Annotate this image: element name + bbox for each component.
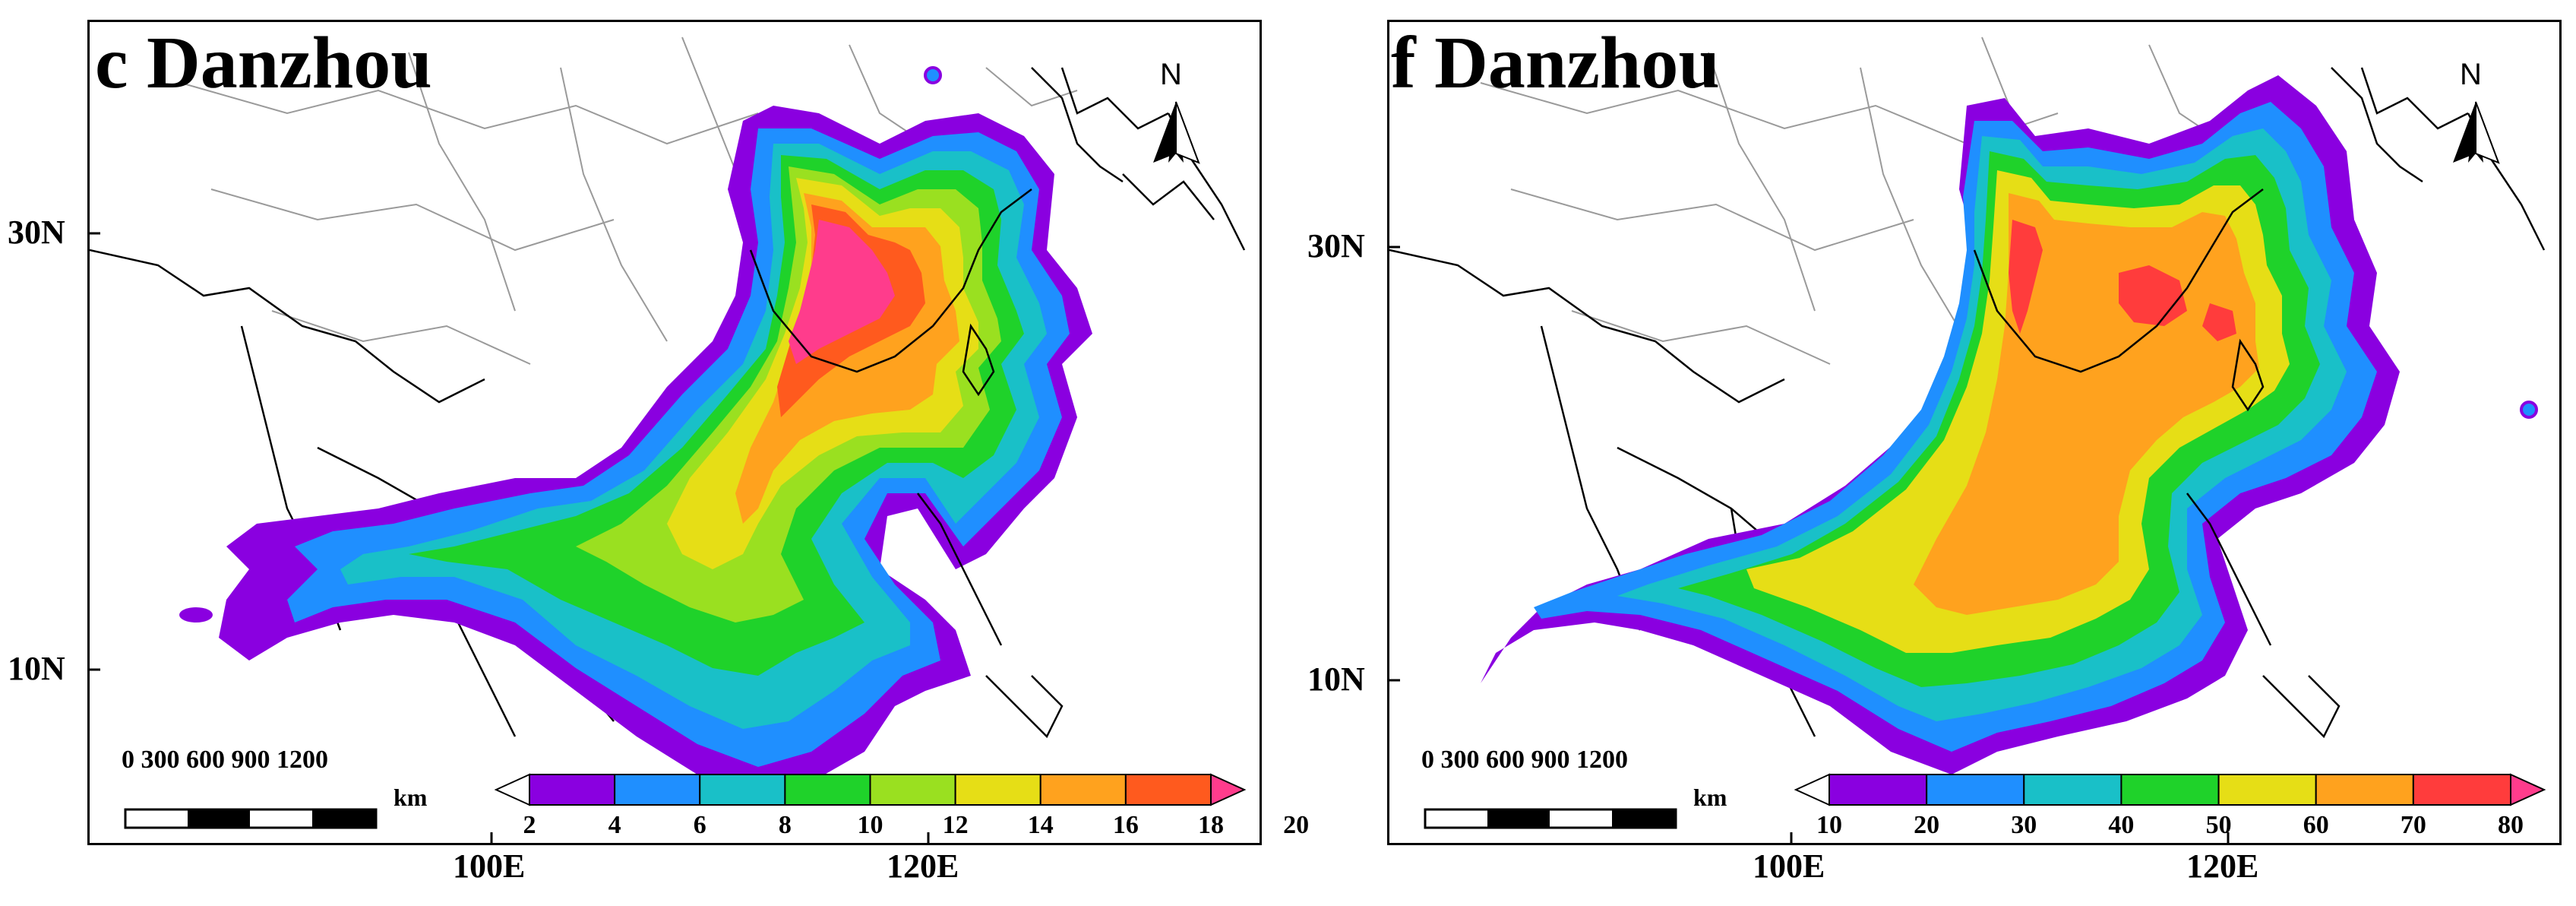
- footprint-map: [1389, 36, 2546, 843]
- north-letter: N: [1160, 58, 1182, 91]
- graticule-ticks: [1389, 246, 2230, 843]
- colorbar-tick-label: 12: [942, 811, 969, 839]
- colorbar-box: [784, 774, 871, 806]
- scale-bar: [124, 808, 378, 829]
- north-arrow-icon: [1153, 101, 1200, 164]
- north-arrow-icon: [2453, 101, 2500, 164]
- isolated-point: [924, 66, 942, 84]
- colorbar-high-triangle: [1210, 773, 1247, 806]
- lat-label-10n: 10N: [8, 650, 65, 687]
- map-panel-f: f Danzhou N 30N 10N 100E 120E 0 300 600 …: [1288, 0, 2576, 906]
- colorbar-tick-label: 6: [693, 811, 706, 839]
- colorbar-tick-label: 4: [608, 811, 621, 839]
- colorbar-box: [2023, 774, 2122, 806]
- colorbar-box: [699, 774, 786, 806]
- panel-title: c Danzhou: [95, 22, 432, 104]
- lat-label-10n: 10N: [1307, 660, 1365, 698]
- colorbar-tick-label: 30: [2011, 811, 2037, 839]
- colorbar-tick-label: 10: [857, 811, 883, 839]
- lat-label-30n: 30N: [8, 214, 65, 251]
- lat-label-30n: 30N: [1307, 227, 1365, 265]
- colorbar-box: [1828, 774, 1928, 806]
- colorbar-box: [614, 774, 701, 806]
- colorbar-tick-label: 10: [1816, 811, 1842, 839]
- north-letter: N: [2460, 58, 2482, 91]
- panel-title: f Danzhou: [1391, 22, 1720, 104]
- colorbar-box: [2315, 774, 2414, 806]
- colorbar-tick-label: 18: [1198, 811, 1224, 839]
- colorbar-box: [1039, 774, 1127, 806]
- lon-label-120e: 120E: [2186, 847, 2259, 885]
- colorbar-tick-label: 20: [1283, 811, 1310, 839]
- lon-label-120e: 120E: [887, 847, 959, 885]
- map-frame: [87, 20, 1262, 845]
- colorbar-box: [1926, 774, 2025, 806]
- scale-bar-numbers: 0 300 600 900 1200: [1421, 746, 1628, 774]
- lon-label-100e: 100E: [1753, 847, 1825, 885]
- isolated-blob: [179, 607, 213, 622]
- colorbar-tick-label: 8: [778, 811, 792, 839]
- colorbar-tick-label: 50: [2205, 811, 2232, 839]
- colorbar-tick-label: 80: [2498, 811, 2524, 839]
- colorbar-box: [2412, 774, 2512, 806]
- map-frame: [1387, 20, 2562, 845]
- colorbar-high-triangle: [2510, 773, 2546, 806]
- scale-bar-unit: km: [394, 784, 428, 811]
- isolated-point-east: [2520, 401, 2538, 419]
- graticule-ticks: [90, 232, 930, 843]
- colorbar-tick-label: 20: [1914, 811, 1940, 839]
- colorbar-box: [869, 774, 956, 806]
- contour-70-80: [2009, 220, 2236, 341]
- province-boundaries: [180, 36, 1078, 365]
- colorbar-box: [529, 774, 616, 806]
- lon-label-100e: 100E: [453, 847, 526, 885]
- colorbar-low-triangle: [1794, 773, 1830, 806]
- colorbar-box: [2217, 774, 2317, 806]
- scale-bar: [1424, 808, 1677, 829]
- colorbar-tick-label: 16: [1112, 811, 1139, 839]
- colorbar-tick-label: 70: [2400, 811, 2426, 839]
- colorbar-tick-label: 40: [2108, 811, 2135, 839]
- colorbar-low-triangle: [494, 773, 530, 806]
- contour-18-20: [789, 220, 895, 364]
- scale-bar-unit: km: [1693, 784, 1727, 811]
- colorbar-box: [954, 774, 1041, 806]
- scale-bar-numbers: 0 300 600 900 1200: [122, 746, 328, 774]
- concentration-contours: [1481, 75, 2538, 775]
- colorbar-tick-label: 14: [1027, 811, 1054, 839]
- map-panel-c: c Danzhou N 30N 10N 100E 120E 0 300 600 …: [8, 20, 1309, 885]
- colorbar-tick-label: 60: [2303, 811, 2329, 839]
- colorbar: [494, 773, 1247, 806]
- colorbar-box: [1124, 774, 1212, 806]
- colorbar: [1794, 773, 2546, 806]
- colorbar-box: [2120, 774, 2220, 806]
- concentration-contours: [179, 66, 1092, 797]
- colorbar-tick-label: 2: [523, 811, 536, 839]
- footprint-map: [90, 36, 1247, 843]
